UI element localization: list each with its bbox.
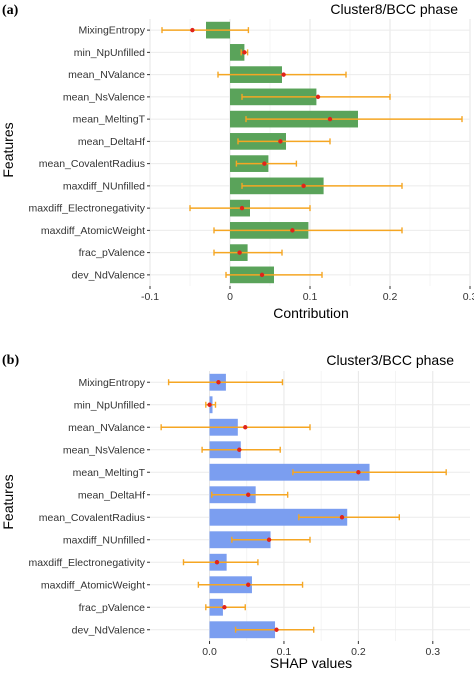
feature-label: mean_MeltingT bbox=[73, 114, 146, 126]
panel-b-xlabel: SHAP values bbox=[270, 655, 352, 671]
x-tick-label: 0.2 bbox=[351, 646, 366, 658]
x-tick-label: 0.1 bbox=[303, 291, 318, 303]
panel-a-title: Cluster8/BCC phase bbox=[330, 1, 458, 17]
x-tick-label: 0.0 bbox=[202, 646, 217, 658]
feature-label: maxdiff_Electronegativity bbox=[28, 203, 145, 215]
panel-b-letter: (b) bbox=[2, 353, 19, 368]
feature-label: maxdiff_NUnfilled bbox=[63, 180, 145, 192]
panel-a-letter: (a) bbox=[2, 3, 19, 18]
feature-label: MixingEntropy bbox=[78, 25, 145, 37]
feature-label: min_NpUnfilled bbox=[74, 399, 145, 411]
mean-point bbox=[266, 537, 272, 542]
mean-point bbox=[327, 116, 333, 122]
feature-label: mean_NsValence bbox=[63, 91, 145, 103]
feature-label: dev_NdValence bbox=[72, 624, 146, 636]
x-tick-label: 0.3 bbox=[463, 291, 474, 303]
feature-label: mean_DeltaHf bbox=[78, 489, 145, 501]
feature-label: mean_MeltingT bbox=[73, 467, 146, 479]
mean-point bbox=[262, 161, 267, 166]
feature-label: maxdiff_AtomicWeight bbox=[41, 579, 145, 591]
mean-point bbox=[246, 582, 251, 587]
mean-point bbox=[237, 447, 242, 452]
x-tick-label: 0 bbox=[227, 291, 233, 303]
x-tick-label: 0.1 bbox=[277, 646, 292, 658]
mean-point bbox=[243, 425, 248, 430]
mean-point bbox=[207, 402, 212, 407]
panel-b: (b) Cluster3/BCC phase Features SHAP val… bbox=[0, 352, 470, 671]
feature-label: mean_CovalentRadius bbox=[39, 512, 145, 524]
feature-label: mean_NValance bbox=[68, 422, 145, 434]
panel-a-ylabel: Features bbox=[0, 122, 16, 177]
x-tick-label: -0.1 bbox=[141, 291, 159, 303]
bar bbox=[209, 508, 348, 526]
mean-point bbox=[278, 139, 283, 144]
feature-label: frac_pValence bbox=[79, 602, 146, 614]
mean-point bbox=[301, 183, 306, 189]
bar bbox=[230, 44, 245, 61]
panel-b-ylabel: Features bbox=[0, 474, 16, 529]
feature-label: dev_NdValence bbox=[72, 269, 146, 281]
feature-label: mean_CovalentRadius bbox=[39, 158, 145, 170]
mean-point bbox=[190, 27, 195, 33]
mean-point bbox=[259, 272, 265, 278]
panel-a: (a) Cluster8/BCC phase Features Contribu… bbox=[0, 1, 474, 321]
mean-point bbox=[356, 470, 361, 475]
feature-label: maxdiff_NUnfilled bbox=[63, 534, 145, 546]
panel-b-title: Cluster3/BCC phase bbox=[326, 352, 454, 368]
feature-label: maxdiff_Electronegativity bbox=[28, 557, 145, 569]
mean-point bbox=[239, 205, 245, 211]
mean-point bbox=[290, 228, 295, 233]
feature-label: maxdiff_AtomicWeight bbox=[41, 225, 145, 237]
feature-label: min_NpUnfilled bbox=[74, 47, 145, 59]
feature-label: mean_NValance bbox=[68, 69, 145, 81]
feature-label: mean_NsValence bbox=[63, 444, 145, 456]
mean-point bbox=[246, 492, 251, 497]
mean-point bbox=[216, 380, 221, 385]
feature-label: MixingEntropy bbox=[78, 377, 145, 389]
bar bbox=[209, 463, 370, 481]
mean-point bbox=[339, 515, 345, 520]
mean-point bbox=[222, 605, 227, 610]
mean-point bbox=[281, 72, 286, 77]
mean-point bbox=[274, 627, 279, 632]
panel-a-plot-area: MixingEntropy min_NpUnfilled mean_NValance… bbox=[28, 19, 474, 303]
mean-point bbox=[242, 50, 247, 55]
panel-a-xlabel: Contribution bbox=[273, 305, 349, 321]
x-tick-label: 0.3 bbox=[425, 646, 440, 658]
mean-point bbox=[315, 94, 321, 100]
feature-label: frac_pValence bbox=[79, 247, 146, 259]
panel-b-plot-area: MixingEntropy min_NpUnfilled mean_NValance… bbox=[28, 371, 470, 658]
feature-label: mean_DeltaHf bbox=[78, 136, 145, 148]
mean-point bbox=[214, 560, 220, 565]
x-tick-label: 0.2 bbox=[383, 291, 398, 303]
mean-point bbox=[237, 250, 242, 255]
